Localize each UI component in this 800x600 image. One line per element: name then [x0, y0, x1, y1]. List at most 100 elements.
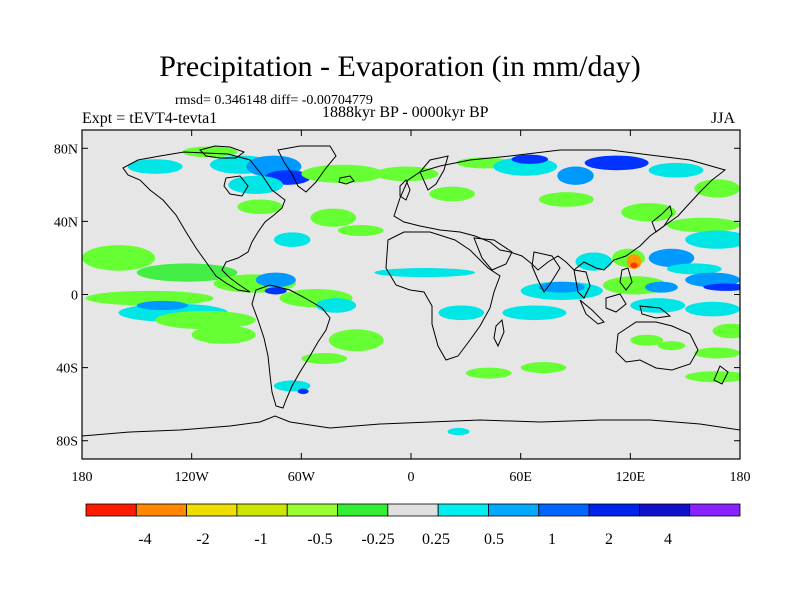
coastlines	[82, 145, 740, 437]
anomaly-region	[520, 362, 567, 374]
x-tick-label: 60E	[509, 470, 532, 485]
coastline-australia	[615, 321, 699, 371]
anomaly-region	[301, 352, 348, 364]
colorbar-swatch	[236, 503, 288, 517]
anomaly-region	[255, 272, 296, 288]
anomaly-region	[447, 427, 470, 436]
coastline-madagascar	[493, 318, 505, 348]
coastline-antarctica	[82, 415, 740, 437]
season-label: JJA	[711, 110, 736, 127]
anomaly-region	[584, 155, 649, 171]
colorbar-swatch	[638, 503, 691, 517]
coastline-southeast-asia	[573, 269, 591, 299]
coastline-new-guinea	[639, 305, 672, 319]
anomaly-region	[264, 287, 287, 295]
coastline-sumatra	[579, 299, 605, 325]
anomaly-region	[438, 305, 485, 321]
map-axes: 180 120W 60W 0 60E 120E 180 80N 40N 0 40S 80S	[54, 130, 751, 485]
coastline-iceland	[338, 175, 355, 185]
coastline-india	[531, 251, 561, 293]
anomaly-region	[465, 367, 512, 379]
colorbar-label: -0.5	[307, 531, 332, 548]
anomaly-region	[127, 159, 183, 174]
coastline-greenland	[277, 145, 337, 193]
anomaly-region	[621, 203, 677, 222]
colorbar-swatch	[538, 503, 590, 517]
anomaly-region	[666, 217, 740, 233]
coastline-hudson-bay	[223, 175, 249, 197]
anomaly-region	[328, 329, 384, 352]
colorbar-label: 4	[664, 531, 672, 548]
anomaly-region	[648, 162, 704, 178]
anomaly-region	[557, 166, 594, 185]
anomaly-region	[630, 262, 638, 268]
anomaly-region	[666, 263, 722, 275]
anomaly-region	[310, 208, 357, 227]
anomaly-region	[136, 263, 238, 282]
x-tick-label: 180	[730, 470, 751, 485]
anomaly-region	[228, 175, 284, 194]
experiment-label: Expt = tEVT4-tevta1	[82, 110, 218, 127]
x-tick-label: 60W	[288, 470, 316, 485]
coastline-eurasia	[393, 149, 727, 271]
anomaly-region	[657, 341, 686, 351]
colorbar-swatch	[286, 503, 338, 517]
anomaly-region	[644, 281, 678, 293]
anomaly-region	[82, 245, 156, 271]
anomaly-region	[685, 272, 740, 288]
coastline-arabia	[473, 237, 513, 271]
anomaly-region	[703, 283, 740, 291]
colorbar-swatch	[186, 503, 238, 517]
anomaly-region	[685, 371, 740, 383]
anomaly-region	[575, 252, 613, 271]
coastline-south-america	[251, 284, 331, 409]
colorbar-label: 1	[548, 531, 556, 548]
anomaly-region	[191, 325, 256, 344]
colorbar-label: -0.25	[361, 531, 394, 548]
anomaly-region	[155, 310, 256, 330]
anomaly-region	[301, 164, 384, 184]
x-tick-label: 0	[408, 470, 415, 485]
anomaly-region	[273, 232, 311, 247]
time-range-label: 1888kyr BP - 0000kyr BP	[322, 104, 489, 121]
colorbar: -4 -2 -1 -0.5 -0.25 0.25 0.5 1 2 4	[85, 503, 741, 548]
anomaly-region	[538, 192, 594, 207]
anomaly-region	[136, 300, 189, 311]
colorbar-swatch	[689, 503, 741, 517]
coastline-japan	[651, 205, 673, 233]
stats-text: rmsd= 0.346148 diff= -0.00704779	[175, 93, 373, 108]
coastline-africa	[385, 231, 501, 361]
y-tick-label: 0	[71, 289, 78, 304]
x-tick-label: 180	[72, 470, 93, 485]
anomaly-region	[297, 388, 309, 395]
anomaly-region	[712, 323, 740, 339]
x-tick-label: 120W	[175, 470, 210, 485]
colorbar-label: 2	[605, 531, 613, 548]
anomaly-region	[511, 154, 549, 164]
colorbar-swatch	[488, 503, 540, 517]
anomaly-region	[502, 305, 567, 321]
y-tick-label: 40S	[56, 362, 78, 377]
anomaly-region	[630, 298, 686, 313]
coastline-north-america	[122, 151, 286, 293]
anomaly-region	[85, 290, 214, 306]
colorbar-swatch	[387, 503, 439, 517]
anomaly-region	[429, 186, 475, 202]
colorbar-swatch	[588, 503, 640, 517]
anomaly-region	[237, 199, 284, 215]
anomaly-region	[182, 146, 238, 158]
coastline-scandinavia	[419, 155, 449, 191]
coastline-borneo	[605, 293, 627, 313]
colorbar-label: -1	[254, 531, 267, 548]
anomaly-region	[648, 248, 695, 268]
colorbar-swatch	[337, 503, 389, 517]
plot-title: Precipitation - Evaporation (in mm/day)	[159, 50, 641, 83]
anomaly-region	[694, 179, 740, 198]
anomaly-region	[685, 301, 740, 317]
colorbar-label: -2	[196, 531, 209, 548]
y-tick-label: 40N	[54, 215, 78, 230]
coastline-new-zealand	[713, 365, 729, 385]
colorbar-swatch	[85, 503, 137, 517]
coastline-uk	[399, 179, 411, 201]
colorbar-swatch	[135, 503, 188, 517]
